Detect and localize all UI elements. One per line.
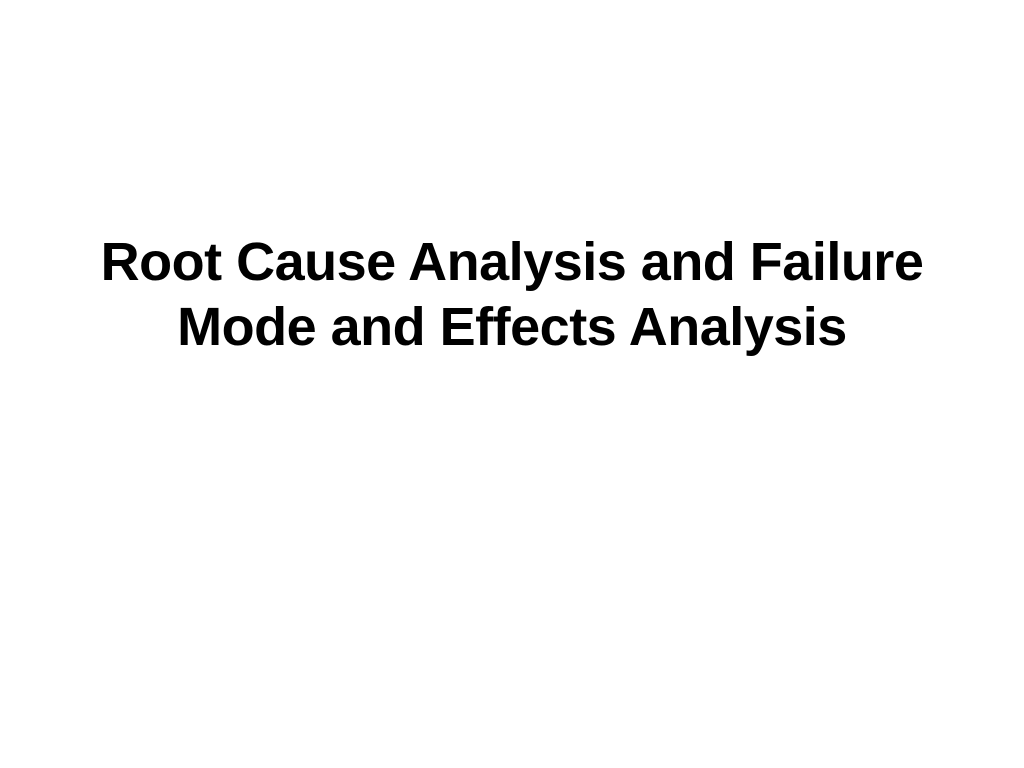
slide-container: Root Cause Analysis and Failure Mode and… xyxy=(0,0,1024,768)
slide-title: Root Cause Analysis and Failure Mode and… xyxy=(80,230,944,360)
title-block: Root Cause Analysis and Failure Mode and… xyxy=(80,230,944,360)
